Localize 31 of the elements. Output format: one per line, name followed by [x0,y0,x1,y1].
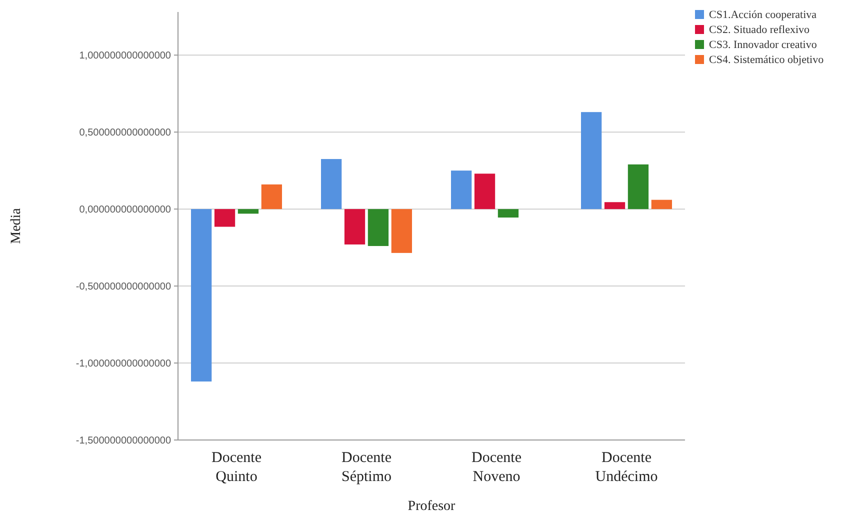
bar [651,200,672,210]
x-tick-label: Docente Séptimo [341,450,392,485]
y-tick-label: -1,500000000000000 [76,436,172,446]
y-tick-label: -0,500000000000000 [76,282,172,293]
y-tick-label: 0,000000000000000 [79,204,172,216]
bar [628,164,649,210]
bar [451,170,472,210]
legend-label: CS3. Innovador creativo [709,39,818,51]
y-tick-label: 0,500000000000000 [79,128,172,139]
bar [191,209,212,382]
bar [238,209,259,214]
legend-label: CS2. Situado reflexivo [709,24,810,36]
bar [344,209,366,244]
x-axis-title: Profesor [408,499,456,514]
bar [474,174,496,210]
bar [581,112,602,210]
x-tick-label: Docente Quinto [212,450,262,485]
x-tick-label: Docente Undécimo [595,450,658,485]
bar [321,159,342,210]
bar [498,209,519,218]
y-tick-label: -1,000000000000000 [76,358,172,370]
x-tick-label: Docente Noveno [472,450,522,485]
y-axis-title: Media [9,207,24,244]
legend-label: CS1.Acción cooperativa [709,9,817,21]
bar [604,202,626,210]
bar [391,209,412,253]
bar [214,209,236,227]
y-tick-label: 1,000000000000000 [79,50,172,62]
bar [368,209,389,246]
legend-label: CS4. Sistemático objetivo [709,54,824,66]
bar [261,184,282,210]
